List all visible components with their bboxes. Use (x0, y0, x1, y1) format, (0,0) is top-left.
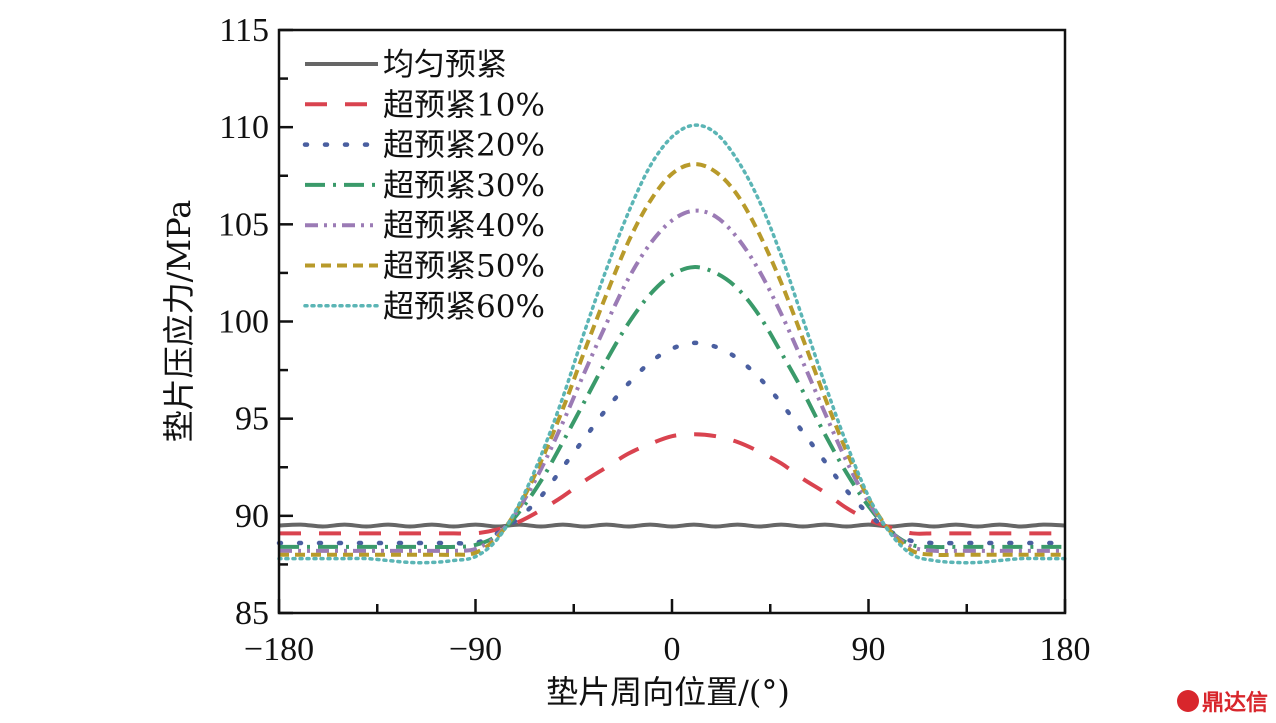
legend-label: 均匀预紧 (383, 47, 507, 83)
series-line-0 (278, 522, 1066, 529)
y-tick-label: 95 (235, 401, 269, 438)
series-line-1 (279, 432, 1065, 536)
x-tick-label: 90 (852, 631, 886, 668)
x-tick-label: 0 (664, 631, 681, 668)
x-tick-label: −90 (449, 631, 502, 668)
watermark: 鼎达信 (1176, 685, 1268, 717)
series-line-4 (278, 208, 1065, 554)
legend-label: 超预紧40% (383, 208, 545, 244)
y-tick-label: 110 (219, 109, 269, 146)
x-axis-title: 垫片周向位置/(°) (546, 673, 790, 711)
y-tick-label: 85 (235, 595, 269, 632)
legend-label: 超预紧50% (383, 249, 545, 285)
series-line-5 (279, 162, 1065, 557)
x-tick-label: 180 (1040, 631, 1091, 668)
series-line-6 (277, 123, 1067, 565)
x-tick-label: −180 (244, 631, 314, 668)
watermark-text: 鼎达信 (1201, 691, 1268, 716)
y-tick-label: 90 (235, 498, 269, 535)
y-tick-label: 115 (219, 12, 269, 49)
legend-label: 超预紧60% (383, 289, 545, 325)
series-line-2 (276, 340, 1068, 547)
y-axis-title: 垫片压应力/MPa (160, 200, 198, 443)
series-line-3 (278, 265, 1065, 550)
legend-label: 超预紧30% (383, 168, 545, 204)
y-tick-label: 100 (218, 304, 269, 341)
legend-label: 超预紧10% (383, 87, 545, 123)
legend-label: 超预紧20% (383, 128, 545, 164)
y-tick-label: 105 (218, 206, 269, 243)
watermark-logo-icon (1176, 690, 1199, 712)
